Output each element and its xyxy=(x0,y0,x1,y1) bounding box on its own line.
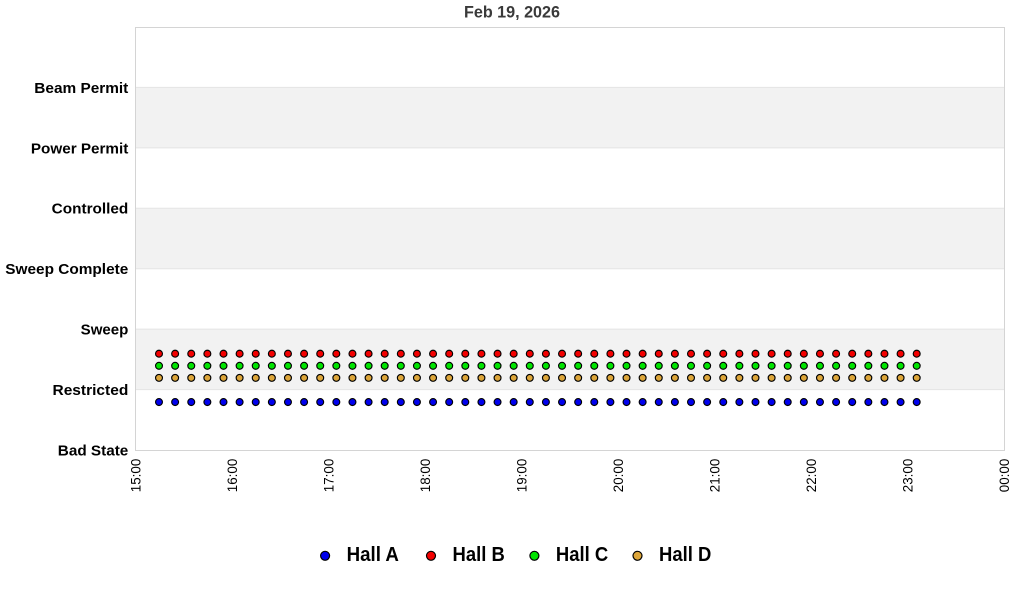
svg-text:20:00: 20:00 xyxy=(611,459,627,493)
svg-text:21:00: 21:00 xyxy=(707,459,723,493)
svg-text:17:00: 17:00 xyxy=(321,459,337,493)
svg-text:Controlled: Controlled xyxy=(52,202,129,218)
svg-text:Sweep Complete: Sweep Complete xyxy=(5,262,128,278)
svg-text:Power Permit: Power Permit xyxy=(31,141,129,157)
svg-text:19:00: 19:00 xyxy=(514,459,530,493)
svg-text:16:00: 16:00 xyxy=(225,459,241,493)
svg-text:Hall B: Hall B xyxy=(453,544,505,566)
svg-text:22:00: 22:00 xyxy=(804,459,820,493)
svg-text:Beam Permit: Beam Permit xyxy=(34,81,128,97)
svg-text:Hall A: Hall A xyxy=(347,544,399,566)
svg-text:Restricted: Restricted xyxy=(53,383,129,399)
svg-text:18:00: 18:00 xyxy=(418,459,434,493)
svg-text:Hall D: Hall D xyxy=(659,544,711,566)
svg-text:Sweep: Sweep xyxy=(81,323,129,339)
svg-text:Bad State: Bad State xyxy=(58,443,129,459)
svg-text:Feb 19, 2026: Feb 19, 2026 xyxy=(464,4,560,22)
svg-text:Hall C: Hall C xyxy=(556,544,608,566)
svg-text:15:00: 15:00 xyxy=(128,459,144,493)
svg-text:00:00: 00:00 xyxy=(997,459,1013,493)
svg-text:23:00: 23:00 xyxy=(900,459,916,493)
